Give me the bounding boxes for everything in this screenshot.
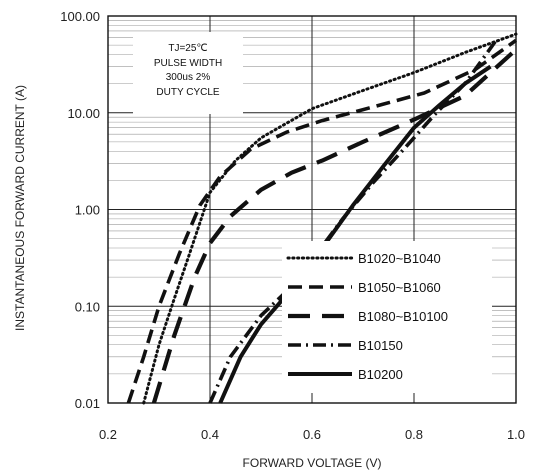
y-tick-label: 1.00 (75, 203, 100, 218)
legend: B1020~B1040 B1050~B1060 B1080~B10100 B10150… (282, 241, 492, 393)
x-tick-label: 0.4 (201, 427, 219, 442)
x-tick-label: 0.2 (99, 427, 117, 442)
y-axis-title: INSTANTANEOUS FORWARD CURRENT (A) (13, 85, 27, 331)
x-tick-labels: 0.2 0.4 0.6 0.8 1.0 (99, 427, 525, 442)
series-line-2 (126, 38, 518, 404)
series-layer (126, 32, 518, 405)
x-tick-label: 0.6 (303, 427, 321, 442)
y-tick-label: 10.00 (67, 106, 100, 121)
x-tick-label: 0.8 (405, 427, 423, 442)
test-conditions-note: TJ=25℃ PULSE WIDTH 300us 2% DUTY CYCLE (133, 32, 243, 114)
legend-label-3: B1080~B10100 (358, 309, 448, 324)
note-line-4: DUTY CYCLE (156, 87, 219, 98)
series-line-3 (151, 48, 518, 404)
note-line-2: PULSE WIDTH (154, 58, 222, 69)
y-tick-labels: 100.00 10.00 1.00 0.10 0.01 (60, 9, 100, 411)
y-tick-label: 0.10 (75, 299, 100, 314)
series-line-5 (218, 64, 492, 404)
x-tick-label: 1.0 (507, 427, 525, 442)
legend-label-4: B10150 (358, 338, 403, 353)
y-tick-label: 0.01 (75, 396, 100, 411)
x-axis-title: FORWARD VOLTAGE (V) (243, 456, 382, 470)
legend-label-2: B1050~B1060 (358, 280, 441, 295)
legend-label-1: B1020~B1040 (358, 251, 441, 266)
y-tick-label: 100.00 (60, 9, 100, 24)
note-line-1: TJ=25℃ (168, 43, 207, 54)
note-line-3: 300us 2% (166, 72, 211, 83)
legend-label-5: B10200 (358, 367, 403, 382)
plot-frame (107, 15, 517, 404)
